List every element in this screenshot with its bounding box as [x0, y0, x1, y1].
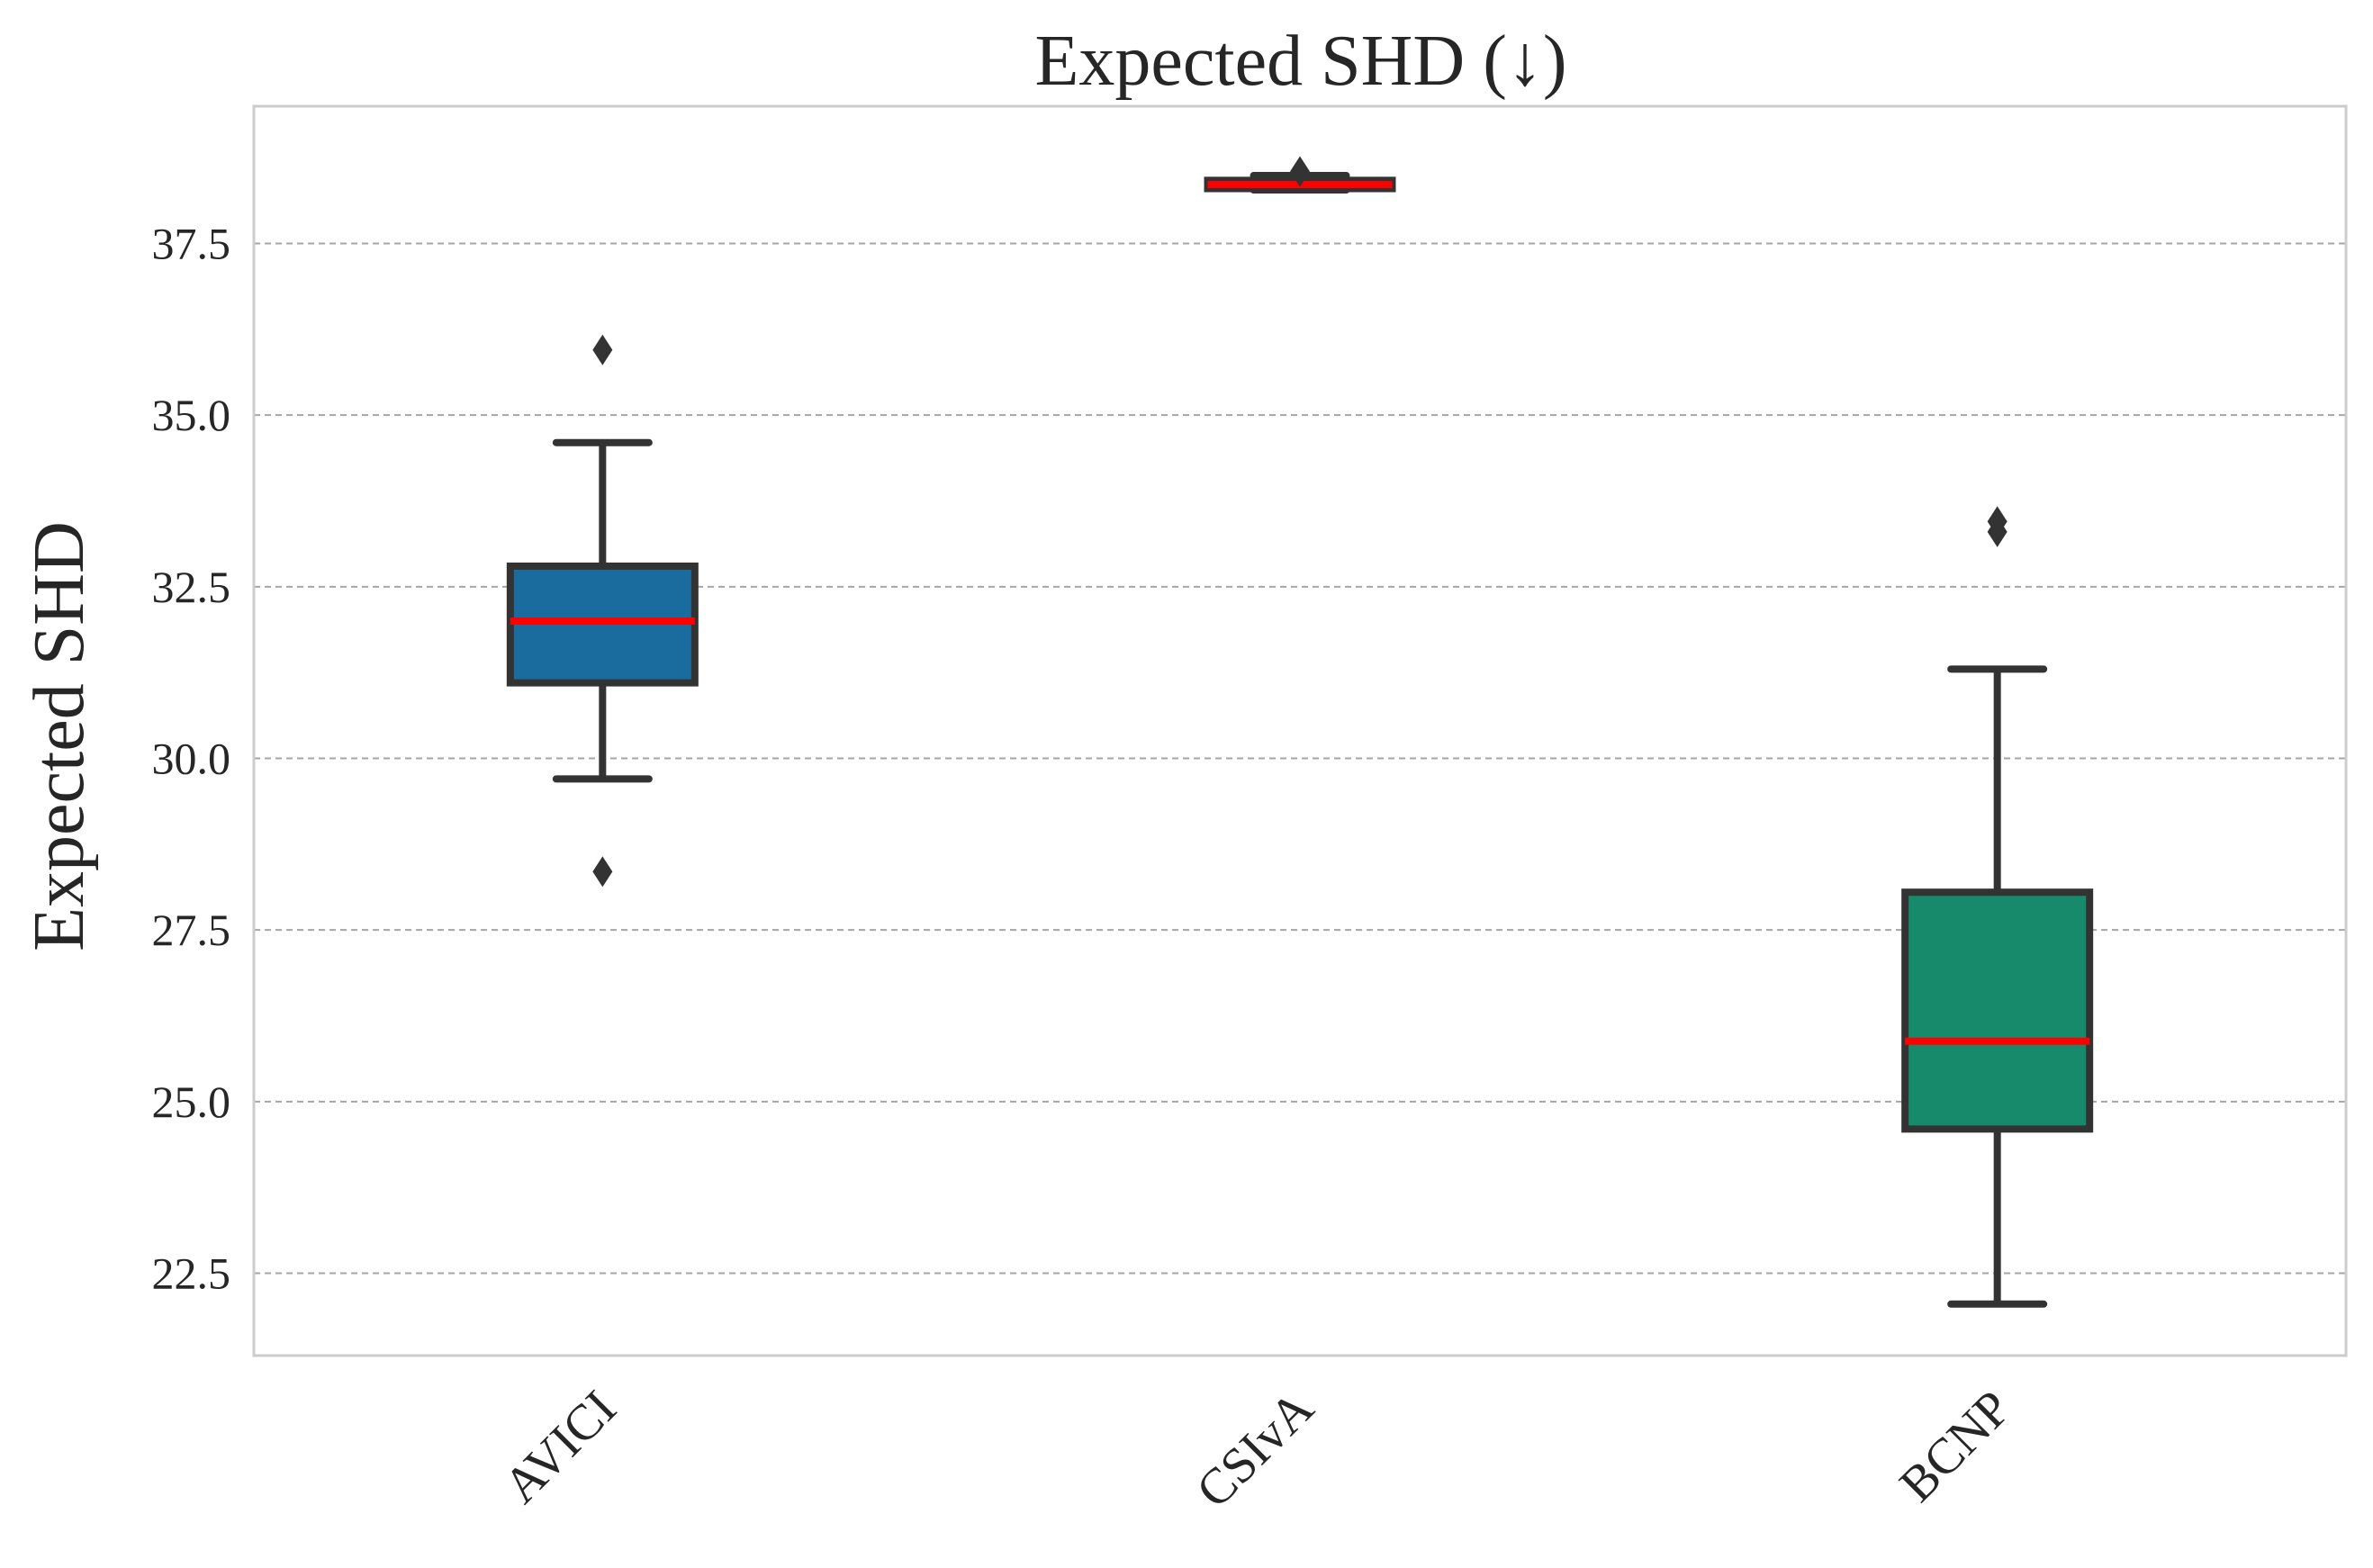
- iqr-box: [1901, 888, 2094, 1133]
- x-tick-label: BCNP: [1890, 1380, 2022, 1512]
- y-tick-label: 37.5: [152, 219, 231, 269]
- y-tick-label: 30.0: [152, 734, 231, 784]
- y-tick-label: 27.5: [152, 905, 231, 955]
- outlier-point: [592, 856, 613, 888]
- outlier-point: [1987, 506, 2008, 537]
- outlier-point: [592, 334, 613, 365]
- plot-frame: [252, 104, 2348, 1357]
- outlier-point: [1290, 156, 1310, 187]
- box-avici: [506, 334, 699, 888]
- y-tick-label: 22.5: [152, 1248, 231, 1298]
- x-tick-labels: AVICI CSIvA BCNP: [493, 1380, 2022, 1518]
- box-bcnp: [1901, 506, 2094, 1308]
- y-axis-label: Expected SHD: [20, 521, 99, 951]
- y-tick-labels: 22.5 25.0 27.5 30.0 32.5 35.0 37.5: [152, 219, 231, 1299]
- y-tick-label: 25.0: [152, 1077, 231, 1127]
- chart-title: Expected SHD (↓): [1035, 22, 1567, 101]
- x-tick-label: AVICI: [493, 1380, 627, 1514]
- y-tick-label: 35.0: [152, 390, 231, 440]
- box-csiva: [1204, 156, 1396, 194]
- x-tick-label: CSIvA: [1186, 1380, 1324, 1518]
- box-plots: [506, 156, 2094, 1308]
- y-tick-label: 32.5: [152, 562, 231, 612]
